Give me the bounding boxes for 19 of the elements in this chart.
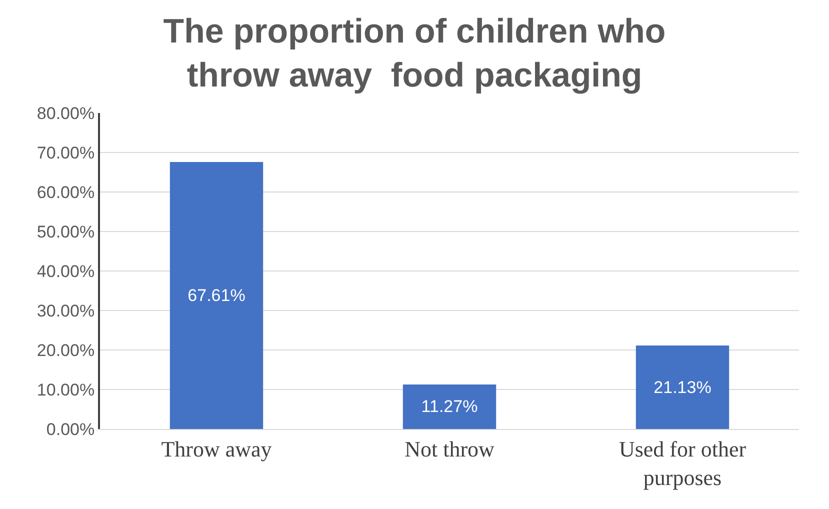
data-label: 11.27% xyxy=(421,397,478,416)
y-tick-label: 50.00% xyxy=(36,222,95,242)
y-tick-label: 20.00% xyxy=(36,340,95,360)
y-tick-label: 30.00% xyxy=(36,301,95,320)
y-tick-label: 40.00% xyxy=(36,262,95,281)
data-label: 21.13% xyxy=(654,378,712,397)
y-tick-label: 80.00% xyxy=(36,104,95,123)
x-tick-label: Throw away xyxy=(161,436,272,462)
chart-title: The proportion of children who throw away food packaging xyxy=(163,12,666,95)
x-tick-label: Used for other purposes xyxy=(618,436,747,490)
y-tick-label: 60.00% xyxy=(36,182,95,202)
bar xyxy=(402,384,496,429)
x-tick-label: Not throw xyxy=(404,436,495,462)
y-tick-label: 10.00% xyxy=(36,380,95,400)
y-tick-label: 70.00% xyxy=(36,143,95,162)
bar xyxy=(170,162,264,429)
bar xyxy=(636,346,730,429)
data-label: 67.61% xyxy=(188,286,246,305)
y-tick-label: 0.00% xyxy=(46,420,95,439)
